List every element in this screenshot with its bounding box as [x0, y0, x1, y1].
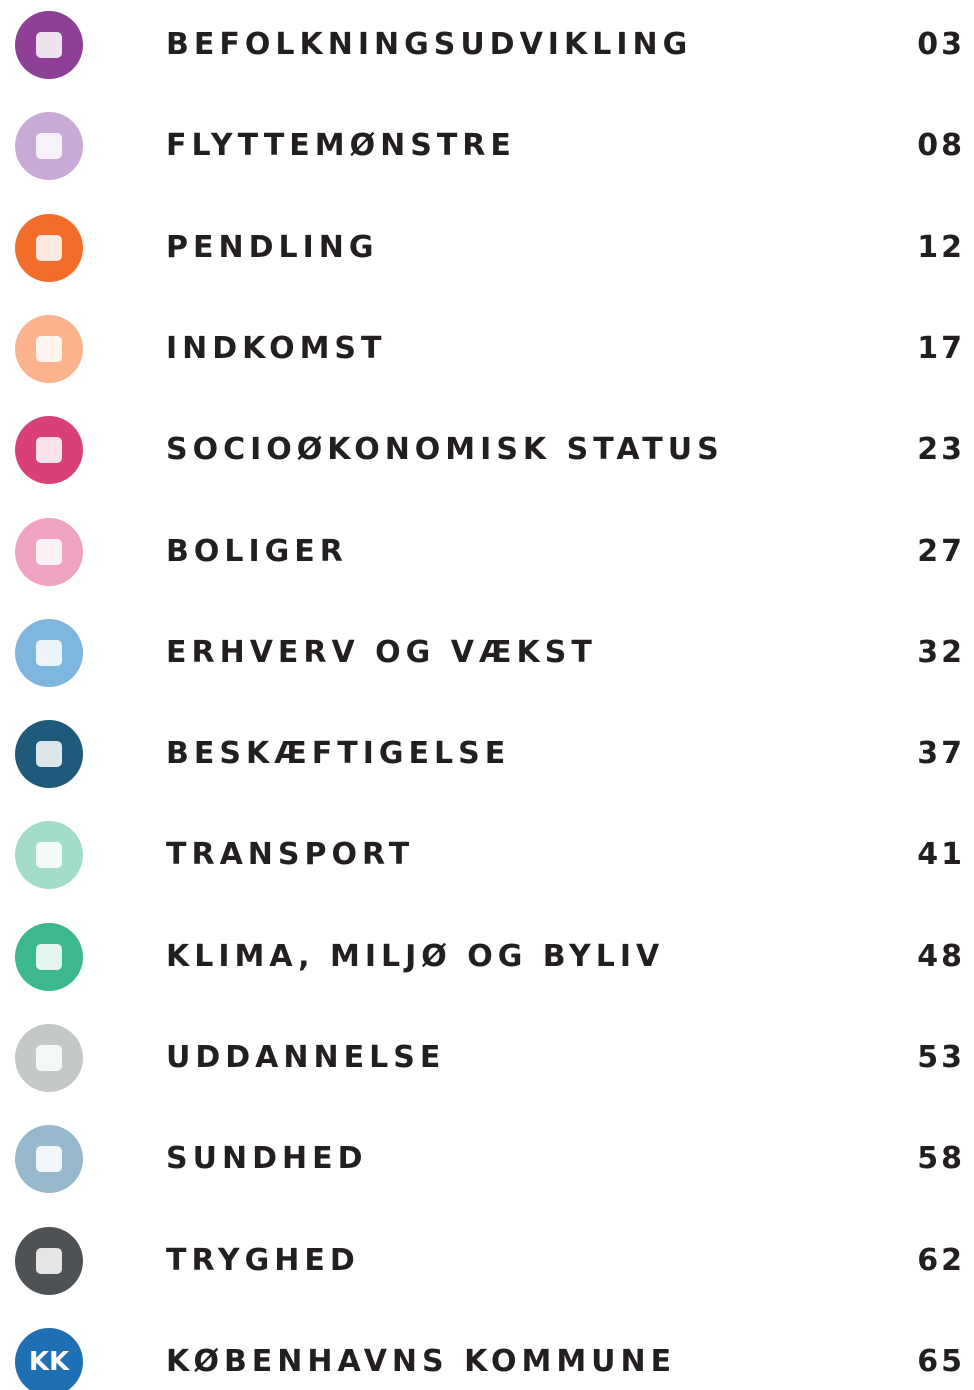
- page-number: 65: [917, 1343, 965, 1379]
- toc-title: TRANSPORT: [166, 837, 415, 873]
- icon-glyph: [36, 1247, 62, 1274]
- toc-title: BOLIGER: [166, 533, 348, 569]
- toc-row: BEFOLKNINGSUDVIKLING 03: [0, 5, 974, 85]
- toc-row: KK KØBENHAVNS KOMMUNE 65: [0, 1322, 974, 1390]
- toc-title: PENDLING: [166, 229, 379, 265]
- toc-row: SUNDHED 58: [0, 1119, 974, 1199]
- toc-row: FLYTTEMØNSTRE 08: [0, 106, 974, 186]
- icon-glyph: [36, 335, 62, 362]
- toc-title: UDDANNELSE: [166, 1040, 446, 1075]
- icon-glyph: [36, 1045, 62, 1071]
- icon: [15, 213, 83, 282]
- page-number: 41: [917, 837, 965, 873]
- toc-row: ERHVERV OG VÆKST 32: [0, 613, 974, 693]
- icon: [15, 314, 83, 383]
- icon-glyph: [36, 741, 62, 768]
- toc-row: TRANSPORT 41: [0, 815, 974, 895]
- toc-title: FLYTTEMØNSTRE: [166, 128, 516, 164]
- icon-glyph: [36, 133, 62, 160]
- page-number: 58: [917, 1141, 965, 1177]
- icon-glyph: [36, 32, 62, 58]
- icon: [15, 618, 83, 687]
- toc-row: TRYGHED 62: [0, 1221, 974, 1301]
- toc-row: INDKOMST 17: [0, 309, 974, 389]
- toc-title: SOCIOØKONOMISK STATUS: [166, 432, 724, 468]
- icon-glyph: [36, 1146, 62, 1173]
- icon-glyph: [36, 943, 62, 970]
- page-number: 62: [917, 1242, 965, 1278]
- toc-title: TRYGHED: [166, 1242, 360, 1278]
- page-number: 53: [917, 1040, 965, 1075]
- page-number: 08: [917, 128, 965, 164]
- icon: [15, 1226, 83, 1295]
- icon: [15, 517, 83, 586]
- icon: [15, 1125, 83, 1194]
- icon-glyph: [36, 639, 62, 666]
- icon: [15, 416, 83, 485]
- icon-glyph: [36, 437, 62, 464]
- page-number: 37: [917, 736, 965, 772]
- icon: [15, 11, 83, 79]
- toc-title: BEFOLKNINGSUDVIKLING: [166, 27, 693, 62]
- icon: [15, 112, 83, 181]
- toc-title: KLIMA, MILJØ OG BYLIV: [166, 938, 665, 974]
- icon-glyph: [36, 538, 62, 565]
- icon: [15, 922, 83, 991]
- toc-row: PENDLING 12: [0, 208, 974, 288]
- icon: [15, 821, 83, 890]
- toc-row: BESKÆFTIGELSE 37: [0, 714, 974, 794]
- page-number: 12: [917, 229, 965, 265]
- page-number: 27: [917, 533, 965, 569]
- toc-title: ERHVERV OG VÆKST: [166, 634, 597, 670]
- page-number: 03: [917, 27, 965, 62]
- icon: [15, 720, 83, 789]
- toc-row: BOLIGER 27: [0, 512, 974, 592]
- page-number: 23: [917, 432, 965, 468]
- toc-row: KLIMA, MILJØ OG BYLIV 48: [0, 917, 974, 997]
- toc-title: SUNDHED: [166, 1141, 368, 1177]
- icon-glyph: [36, 234, 62, 261]
- toc-title: BESKÆFTIGELSE: [166, 736, 511, 772]
- toc-row: UDDANNELSE 53: [0, 1018, 974, 1098]
- icon: [15, 1024, 83, 1092]
- page-number: 32: [917, 634, 965, 670]
- toc-title: INDKOMST: [166, 330, 387, 366]
- toc-title: KØBENHAVNS KOMMUNE: [166, 1343, 677, 1379]
- page-number: 17: [917, 330, 965, 366]
- icon: KK: [15, 1327, 83, 1390]
- icon-glyph: [36, 842, 62, 869]
- page-number: 48: [917, 938, 965, 974]
- toc-row: SOCIOØKONOMISK STATUS 23: [0, 410, 974, 490]
